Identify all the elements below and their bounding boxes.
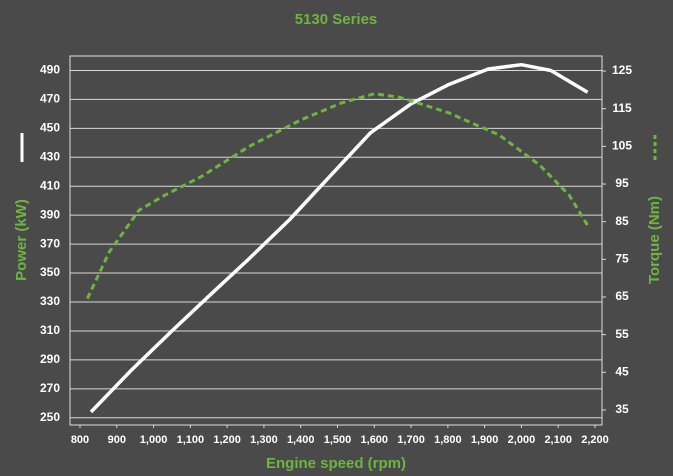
- plot-frame: [69, 55, 603, 426]
- chart-title: 5130 Series: [295, 11, 378, 28]
- y2-tick-label: 45: [615, 364, 629, 378]
- x-tick-label: 1,600: [361, 434, 389, 446]
- y-tick-label: 350: [40, 265, 60, 279]
- y-tick-label: 470: [40, 92, 60, 106]
- y-tick-label: 370: [40, 236, 60, 250]
- y-tick-label: 290: [40, 352, 60, 366]
- x-tick-label: 900: [108, 434, 126, 446]
- y2-tick-label: 65: [615, 289, 629, 303]
- y-tick-label: 450: [40, 121, 60, 135]
- series-line: [86, 92, 589, 300]
- y2-tick-label: 115: [612, 101, 632, 115]
- x-tick-label: 1,000: [140, 434, 168, 446]
- x-tick-label: 1,800: [434, 434, 462, 446]
- x-tick-label: 1,900: [471, 434, 499, 446]
- y-tick-label: 270: [40, 381, 60, 395]
- y2-tick-label: 105: [612, 139, 632, 153]
- x-tick-label: 2,000: [508, 434, 536, 446]
- x-tick-label: 1,200: [213, 434, 241, 446]
- y2-tick-label: 55: [615, 327, 629, 341]
- y-tick-label: 250: [40, 410, 60, 424]
- x-axis-label: Engine speed (rpm): [266, 455, 406, 472]
- x-tick-label: 1,500: [324, 434, 352, 446]
- y-tick-label: 390: [40, 207, 60, 221]
- y-tick-label: 430: [40, 149, 60, 163]
- x-tick-label: 2,100: [544, 434, 572, 446]
- x-tick-label: 1,700: [397, 434, 425, 446]
- y2-tick-label: 85: [615, 214, 629, 228]
- x-tick-label: 1,300: [250, 434, 278, 446]
- legend-label: Torque (Nm): [646, 196, 663, 284]
- series-line: [89, 62, 589, 414]
- x-tick-label: 800: [71, 434, 89, 446]
- y-tick-label: 310: [40, 323, 60, 337]
- y2-tick-label: 125: [612, 63, 632, 77]
- y-tick-label: 330: [40, 294, 60, 308]
- y-tick-label: 490: [40, 63, 60, 77]
- y2-tick-label: 75: [615, 251, 629, 265]
- x-tick-label: 2,200: [581, 434, 609, 446]
- y-tick-label: 410: [40, 178, 60, 192]
- x-tick-label: 1,400: [287, 434, 315, 446]
- y2-tick-label: 35: [615, 402, 629, 416]
- legend-label: Power (kW): [13, 199, 30, 281]
- x-tick-label: 1,100: [177, 434, 205, 446]
- y2-tick-label: 95: [615, 176, 629, 190]
